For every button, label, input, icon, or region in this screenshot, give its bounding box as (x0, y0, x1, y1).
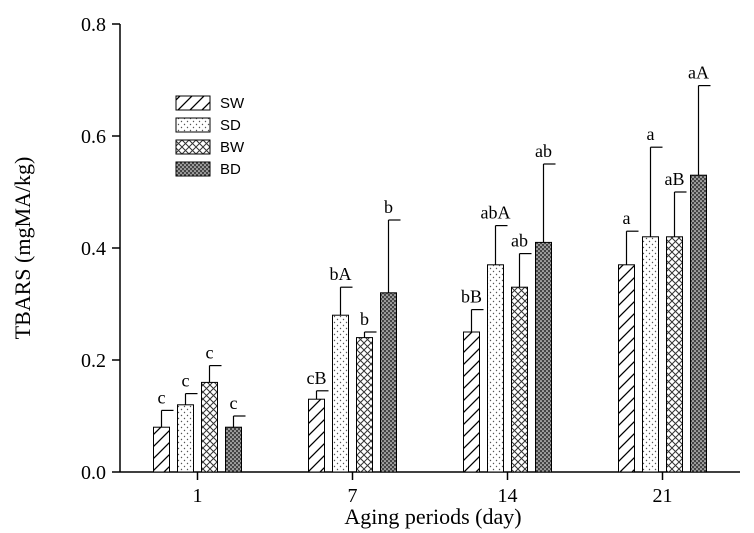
bar-sw (618, 264, 635, 473)
bar-sd (487, 264, 504, 473)
y-tick-label: 0.0 (81, 462, 106, 484)
y-tick-label: 0.6 (81, 126, 106, 148)
significance-label: ab (535, 141, 552, 161)
significance-label: bA (330, 264, 352, 284)
bar-sw (153, 426, 170, 473)
significance-label: b (384, 197, 393, 217)
significance-label: abA (481, 203, 511, 223)
x-axis-title: Aging periods (day) (344, 504, 521, 529)
legend-swatch-bd (175, 161, 211, 177)
x-tick-label: 14 (498, 485, 518, 507)
legend-label: BD (220, 161, 241, 178)
y-axis-title: TBARS (mgMA/kg) (10, 157, 35, 340)
bar-bd (535, 241, 552, 473)
x-tick-label: 7 (348, 485, 358, 507)
legend-label: SW (220, 95, 245, 112)
significance-label: aA (688, 63, 709, 83)
legend-label: SD (220, 117, 241, 134)
bar-sd (642, 236, 659, 473)
significance-label: ab (511, 231, 528, 251)
y-tick-label: 0.2 (81, 350, 106, 372)
significance-label: bB (461, 287, 482, 307)
significance-label: c (230, 393, 238, 413)
bar-sw (308, 398, 325, 473)
legend-label: BW (220, 139, 245, 156)
significance-label: aB (665, 169, 685, 189)
bar-bd (380, 292, 397, 473)
significance-label: c (182, 371, 190, 391)
y-tick-label: 0.8 (81, 14, 106, 36)
significance-label: a (647, 124, 655, 144)
significance-label: a (623, 208, 631, 228)
bar-bw (511, 286, 528, 473)
significance-label: cB (307, 368, 327, 388)
legend: SW SD BW BD (175, 95, 245, 178)
significance-label: b (360, 309, 369, 329)
legend-swatch-sd (175, 117, 211, 133)
bar-bw (666, 236, 683, 473)
x-tick-label: 1 (193, 485, 203, 507)
bar-bw (201, 381, 218, 473)
significance-label: c (158, 387, 166, 407)
axes: 0.0 0.2 0.4 0.6 0.8 1 7 14 21 (81, 14, 740, 507)
bar-bd (225, 426, 242, 473)
bar-bw (356, 337, 373, 473)
significance-label: c (206, 343, 214, 363)
x-tick-label: 21 (653, 485, 673, 507)
bar-sd (332, 314, 349, 473)
legend-swatch-sw (175, 95, 211, 111)
y-tick-label: 0.4 (81, 238, 106, 260)
bar-bd (690, 174, 707, 473)
legend-swatch-bw (175, 139, 211, 155)
bar-sw (463, 331, 480, 473)
bar-sd (177, 404, 194, 473)
